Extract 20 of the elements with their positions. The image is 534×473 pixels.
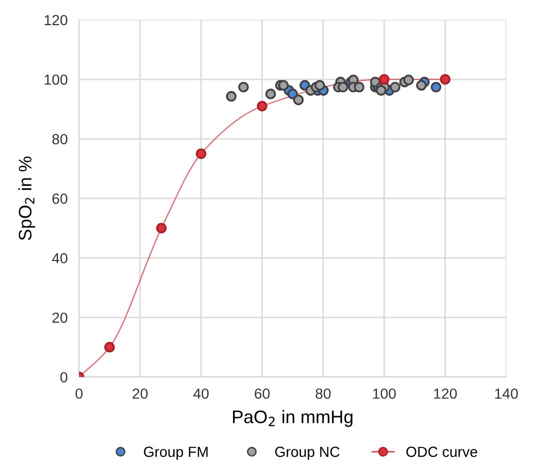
x-tick-label: 140	[495, 388, 518, 399]
x-tick-label: 0	[76, 388, 83, 399]
x-tick-label: 120	[434, 388, 457, 399]
y-tick-label: 60	[52, 194, 68, 204]
y-tick-label: 40	[52, 253, 68, 264]
y-tick-label: 100	[44, 74, 68, 85]
y-tick-label: 80	[52, 134, 68, 144]
x-axis-title: PaO$_{2}$ in mmHg	[232, 410, 352, 427]
legend-label: Group NC	[275, 446, 340, 460]
y-tick-label: 120	[44, 14, 68, 26]
x-tick-label: 60	[254, 388, 270, 399]
x-tick-label: 20	[132, 388, 148, 399]
x-tick-label: 100	[373, 388, 396, 399]
legend-label: Group FM	[144, 446, 208, 460]
legend-label: ODC curve	[406, 446, 478, 457]
x-tick-label: 40	[193, 388, 209, 399]
y-tick-label: 20	[52, 312, 68, 323]
y-tick-label: 0	[60, 372, 68, 382]
x-tick-label: 80	[316, 388, 331, 399]
y-axis-title: SpO$_{2}$ in %	[18, 156, 36, 240]
